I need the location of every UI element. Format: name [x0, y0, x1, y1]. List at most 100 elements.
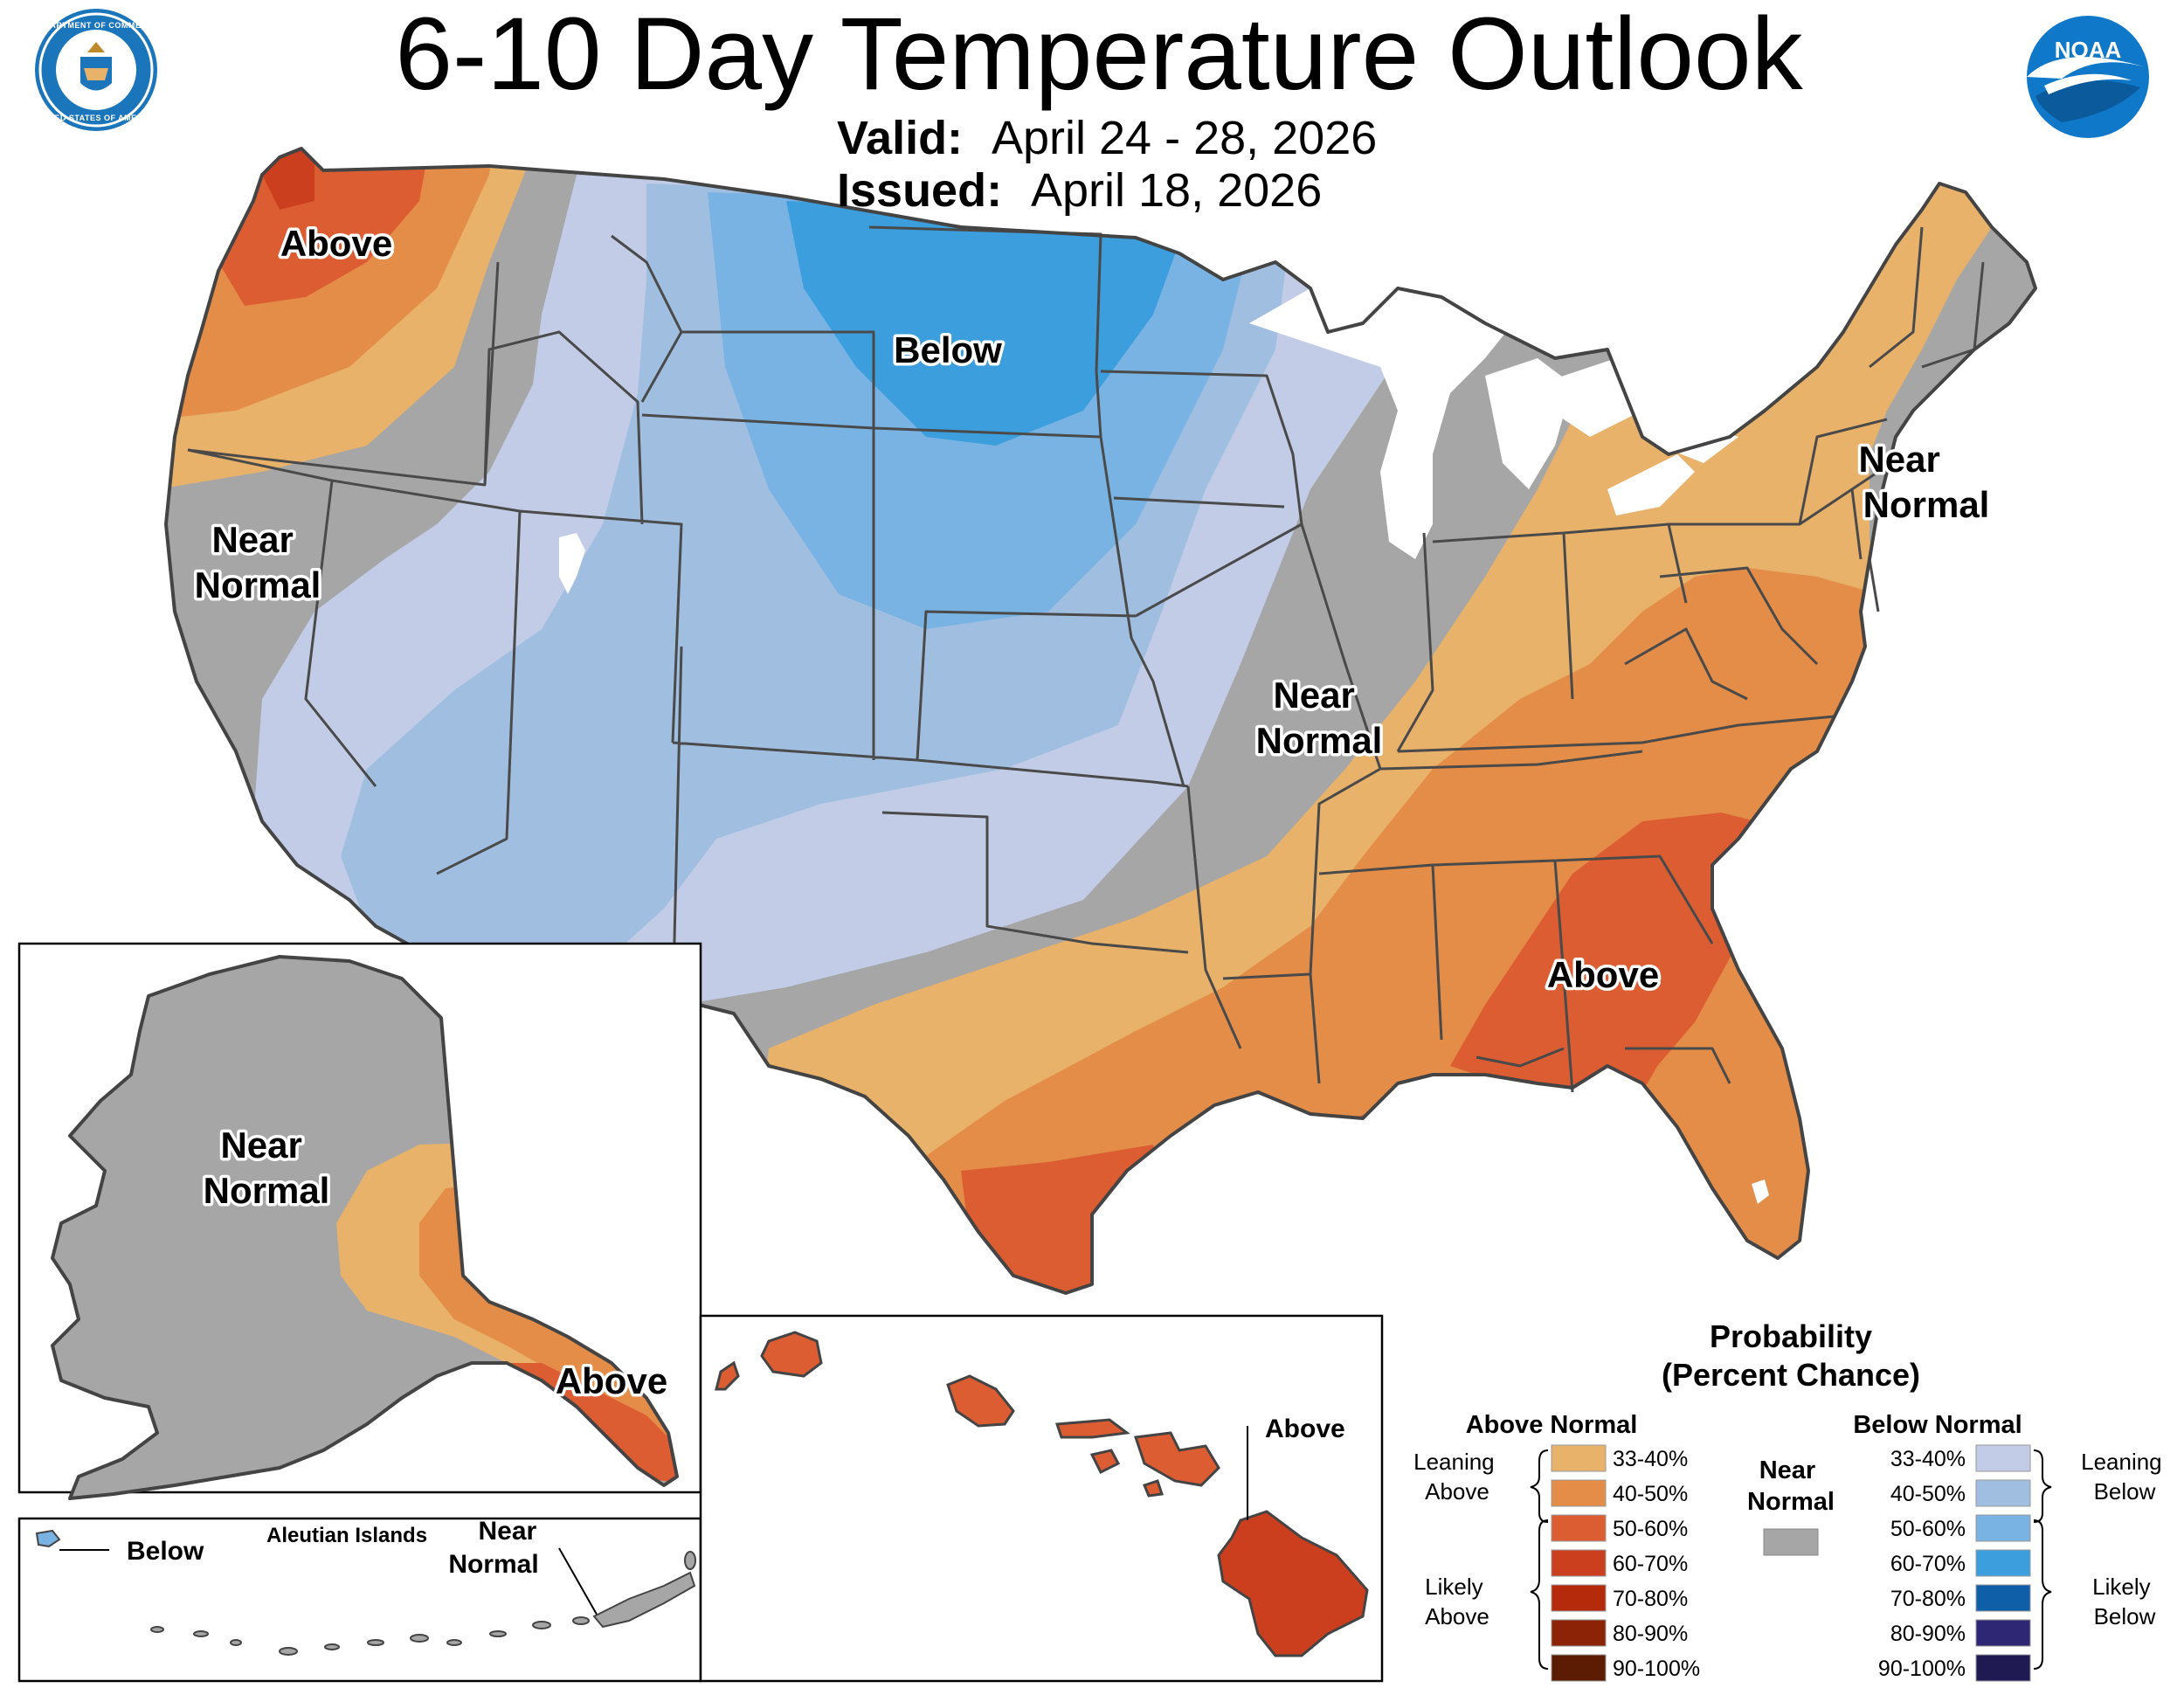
- legend-above-swatch-3: [1551, 1514, 1607, 1542]
- alaska-inset: Near Normal Above: [17, 942, 702, 1500]
- label-aleutian-below: Below: [127, 1537, 204, 1566]
- island-kauai: [760, 1331, 823, 1378]
- commerce-seal-logo: DEPARTMENT OF COMMERCE UNITED STATES OF …: [33, 9, 159, 131]
- aleutians-inset-frame: [17, 1517, 702, 1683]
- legend-above-swatches: 33-40% 40-50% 50-60% 60-70% 70-80% 80-90% 90-1…: [1551, 1444, 1700, 1682]
- legend-above-swatch-6: [1551, 1619, 1607, 1647]
- legend-below-range-label-1: 33-40%: [1890, 1447, 1966, 1471]
- label-hawaii-above: Above: [1265, 1415, 1345, 1443]
- legend-below-range-label-3: 50-60%: [1890, 1517, 1966, 1541]
- legend-below-range-label-4: 60-70%: [1890, 1552, 1966, 1576]
- se-above-40: [874, 559, 2009, 1293]
- aleutians-inset: Below Aleutian Islands Near Normal: [17, 1517, 702, 1683]
- legend-below-swatch-2: [1975, 1479, 2031, 1507]
- label-alaska-above: Above: [556, 1360, 667, 1401]
- label-midwest-near-normal-line: Near: [1273, 675, 1354, 716]
- legend-below-range-label-5: 70-80%: [1890, 1587, 1966, 1611]
- legend-above-range-label-4: 60-70%: [1613, 1552, 1688, 1576]
- legend-likely-below: Likely Below: [2092, 1574, 2157, 1629]
- legend-swatch-near-normal: [1763, 1528, 1819, 1556]
- texas-above-50: [961, 1145, 1162, 1293]
- legend-leaning-above: Leaning Above: [1413, 1449, 1501, 1505]
- aleutian-island-west: [35, 1529, 61, 1548]
- island-niihau: [715, 1360, 740, 1391]
- issued-label: Issued:: [837, 164, 1002, 217]
- hawaii-islands: [715, 1331, 1369, 1657]
- label-nw-above: Above: [280, 223, 392, 264]
- legend: Probability (Percent Chance) Above Norma…: [1413, 1318, 2168, 1682]
- legend-leaning-below-line: Leaning: [2081, 1449, 2162, 1475]
- legend-below-swatch-3: [1975, 1514, 2031, 1542]
- great-salt-lake: [559, 533, 585, 594]
- legend-above-range-label-2: 40-50%: [1613, 1482, 1688, 1506]
- leaning-above-brace: [1530, 1449, 1549, 1523]
- legend-below-swatch-6: [1975, 1619, 2031, 1647]
- label-ne-near-normal-line: Near: [1858, 439, 1939, 480]
- noaa-logo: NOAA: [2027, 16, 2149, 138]
- legend-above-swatch-4: [1551, 1549, 1607, 1577]
- island-molokai: [1054, 1418, 1130, 1439]
- below-60: [786, 201, 1188, 446]
- header: 6-10 Day Temperature Outlook Valid: Apri…: [395, 0, 1803, 217]
- label-ne-near-normal-line: Normal: [1863, 484, 1990, 525]
- label-ne-near-normal: Near Normal: [1858, 439, 1989, 525]
- label-west-near-normal-line: Near: [211, 519, 293, 560]
- legend-likely-below-line: Likely: [2092, 1574, 2150, 1600]
- great-lakes: [1249, 245, 1738, 559]
- label-west-near-normal: Near Normal: [195, 519, 321, 605]
- legend-leaning-above-line: Leaning: [1413, 1449, 1495, 1475]
- label-aleutian-near-normal-line: Normal: [448, 1550, 538, 1579]
- label-midwest-near-normal-line: Normal: [1256, 720, 1383, 761]
- legend-below-swatch-7: [1975, 1654, 2031, 1682]
- lake-okeechobee: [1752, 1180, 1769, 1204]
- label-west-near-normal-line: Normal: [195, 564, 321, 605]
- legend-title-line2: (Percent Chance): [1662, 1357, 1920, 1393]
- legend-near-normal-header: Near Normal: [1747, 1456, 1835, 1516]
- legend-above-range-label-3: 50-60%: [1613, 1517, 1688, 1541]
- noaa-logo-text: NOAA: [2055, 37, 2122, 63]
- label-alaska-near-normal: Near Normal: [204, 1124, 330, 1211]
- legend-below-swatch-1: [1975, 1444, 2031, 1472]
- aleutians-title: Aleutian Islands: [266, 1524, 427, 1547]
- legend-likely-above-line: Likely: [1425, 1574, 1482, 1600]
- legend-likely-below-line: Below: [2094, 1603, 2156, 1629]
- legend-below-header: Below Normal: [1853, 1411, 2022, 1439]
- legend-title-line1: Probability: [1710, 1318, 1872, 1354]
- label-midwest-near-normal: Near Normal: [1256, 675, 1383, 761]
- alaska-outline: [51, 955, 679, 1500]
- legend-below-range-label-7: 90-100%: [1878, 1657, 1966, 1681]
- island-maui: [1133, 1431, 1220, 1487]
- legend-below-range-label-2: 40-50%: [1890, 1482, 1966, 1506]
- legend-above-range-label-1: 33-40%: [1613, 1447, 1688, 1471]
- legend-above-swatch-2: [1551, 1479, 1607, 1507]
- legend-below-swatch-5: [1975, 1584, 2031, 1612]
- legend-likely-above: Likely Above: [1425, 1574, 1489, 1629]
- legend-near-normal-line: Normal: [1747, 1488, 1835, 1516]
- legend-below-swatch-4: [1975, 1549, 2031, 1577]
- valid-label: Valid:: [837, 112, 963, 164]
- page-title: 6-10 Day Temperature Outlook: [395, 0, 1803, 112]
- legend-above-swatch-5: [1551, 1584, 1607, 1612]
- aleutian-chain: [150, 1551, 696, 1656]
- legend-likely-above-line: Above: [1425, 1603, 1489, 1629]
- legend-above-header: Above Normal: [1466, 1411, 1638, 1439]
- legend-below-range-label-6: 80-90%: [1890, 1622, 1966, 1646]
- valid-value: April 24 - 28, 2026: [992, 112, 1377, 164]
- aleutian-east-leader: [558, 1547, 604, 1626]
- legend-leaning-above-line: Above: [1425, 1478, 1489, 1505]
- legend-below-swatches: 33-40% 40-50% 50-60% 60-70% 70-80% 80-90% 90-1…: [1878, 1444, 2031, 1682]
- legend-above-range-label-6: 80-90%: [1613, 1622, 1688, 1646]
- legend-leaning-below: Leaning Below: [2081, 1449, 2168, 1505]
- likely-above-brace: [1530, 1519, 1549, 1670]
- label-alaska-near-normal-line: Near: [220, 1124, 301, 1166]
- island-lanai: [1089, 1449, 1121, 1475]
- seal-text-top: DEPARTMENT OF COMMERCE: [33, 21, 159, 30]
- seal-text-bottom: UNITED STATES OF AMERICA: [34, 114, 157, 122]
- leaning-below-brace: [2033, 1449, 2052, 1523]
- label-plains-below: Below: [894, 329, 1002, 370]
- legend-above-range-label-7: 90-100%: [1613, 1657, 1700, 1681]
- issued-value: April 18, 2026: [1031, 164, 1322, 217]
- label-aleutian-near-normal-line: Near: [478, 1517, 536, 1546]
- legend-above-swatch-7: [1551, 1654, 1607, 1682]
